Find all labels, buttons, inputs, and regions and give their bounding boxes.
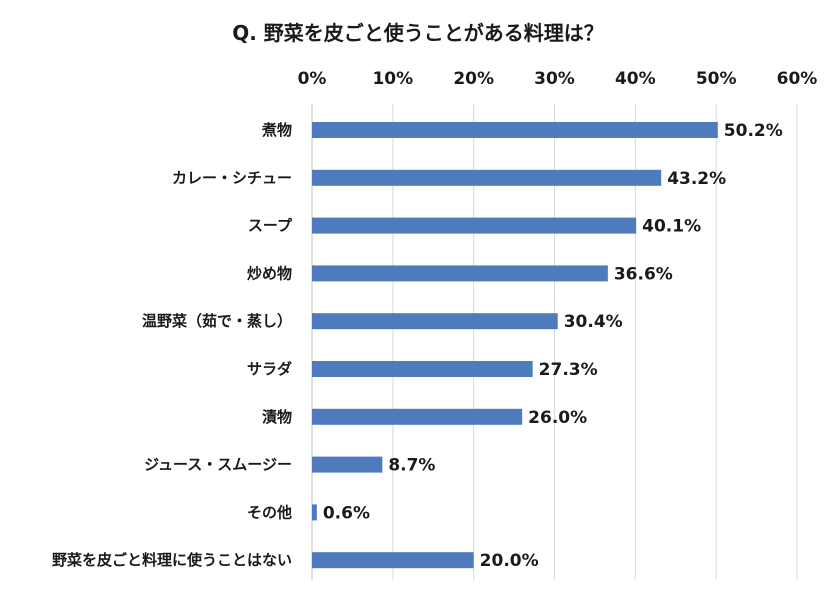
category-label: カレー・シチュー — [172, 169, 292, 187]
bar — [312, 504, 317, 521]
data-label: 26.0% — [528, 408, 587, 428]
bar — [312, 122, 718, 138]
data-label: 27.3% — [539, 360, 598, 380]
category-label: 温野菜（茹で・蒸し） — [142, 312, 292, 330]
category-label: 野菜を皮ごと料理に使うことはない — [52, 551, 292, 569]
category-label: その他 — [247, 503, 292, 521]
data-label: 0.6% — [323, 503, 370, 523]
category-label: 漬物 — [262, 408, 292, 426]
data-label: 20.0% — [480, 551, 539, 571]
category-label: 煮物 — [261, 121, 292, 139]
bar — [312, 361, 533, 377]
x-tick-label: 60% — [777, 69, 818, 89]
data-label: 40.1% — [642, 217, 701, 237]
x-tick-label: 20% — [453, 69, 494, 89]
data-label: 36.6% — [614, 264, 673, 284]
bar — [312, 169, 662, 186]
data-label: 30.4% — [564, 312, 623, 332]
bar — [312, 552, 474, 569]
bar — [312, 217, 637, 234]
value-labels: 50.2% 43.2% 40.1% 36.6% 30.4% 27.3% 26.0% 8.7% 0… — [323, 121, 783, 571]
x-tick-label: 50% — [696, 69, 737, 89]
data-label: 43.2% — [667, 169, 726, 189]
chart-title: Q. 野菜を皮ごと使うことがある料理は？ — [232, 21, 604, 45]
category-label: サラダ — [247, 360, 292, 378]
x-tick-label: 40% — [615, 69, 656, 89]
x-tick-label: 10% — [372, 69, 413, 89]
category-label: 炒め物 — [247, 264, 292, 282]
category-label: スープ — [248, 217, 293, 235]
bars — [312, 122, 718, 569]
bar — [312, 265, 608, 282]
bar — [312, 456, 383, 473]
data-label: 8.7% — [388, 456, 435, 476]
x-tick-label: 0% — [298, 69, 327, 89]
data-label: 50.2% — [724, 121, 783, 141]
bar — [312, 313, 558, 330]
x-tick-label: 30% — [534, 69, 575, 89]
category-label: ジュース・スムージー — [144, 456, 292, 474]
x-axis-ticks: 0% 10% 20% 30% 40% 50% 60% — [298, 69, 818, 89]
bar — [312, 408, 523, 425]
